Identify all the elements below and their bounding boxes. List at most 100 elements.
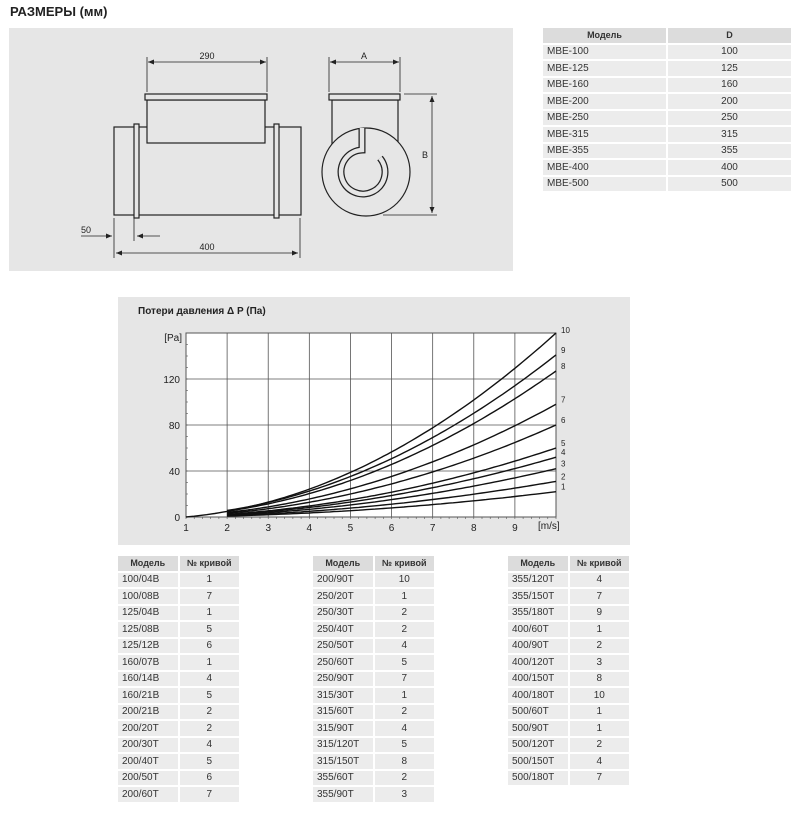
table-cell: 7 bbox=[569, 589, 629, 604]
column-header: Модель bbox=[508, 556, 568, 571]
table-cell: 3 bbox=[374, 787, 434, 802]
table-row: 160/21B 5 bbox=[118, 688, 239, 703]
table-row: 200/21B 2 bbox=[118, 704, 239, 719]
x-tick-label: 5 bbox=[348, 523, 354, 534]
table-row: 500/60T 1 bbox=[508, 704, 629, 719]
table-cell: 250 bbox=[668, 110, 791, 125]
table-cell: 4 bbox=[374, 721, 434, 736]
table-row: 355/180T 9 bbox=[508, 605, 629, 620]
table-cell: 355/180T bbox=[508, 605, 568, 620]
table-header: Модель № кривой bbox=[118, 556, 239, 571]
table-row: 400/120T 3 bbox=[508, 655, 629, 670]
table-cell: MBE-160 bbox=[543, 77, 666, 92]
curve-2 bbox=[227, 480, 557, 517]
table-row: 500/150T 4 bbox=[508, 754, 629, 769]
curve-3 bbox=[227, 468, 557, 516]
dim-400-label: 400 bbox=[199, 242, 214, 252]
table-cell: 500/120T bbox=[508, 737, 568, 752]
table-cell: 160 bbox=[668, 77, 791, 92]
table-cell: 1 bbox=[569, 721, 629, 736]
curve-label: 1 bbox=[561, 483, 566, 492]
table-row: 160/07B 1 bbox=[118, 655, 239, 670]
table-row: 160/14B 4 bbox=[118, 671, 239, 686]
table-cell: MBE-125 bbox=[543, 61, 666, 76]
column-header: № кривой bbox=[569, 556, 629, 571]
column-header: Модель bbox=[313, 556, 373, 571]
table-cell: 400/120T bbox=[508, 655, 568, 670]
table-row: 315/90T 4 bbox=[313, 721, 434, 736]
column-header: № кривой bbox=[179, 556, 239, 571]
table-row: 200/40T 5 bbox=[118, 754, 239, 769]
table-row: 125/04B 1 bbox=[118, 605, 239, 620]
table-cell: 100/08B bbox=[118, 589, 178, 604]
curve-label: 2 bbox=[561, 472, 566, 481]
table-cell: 7 bbox=[179, 787, 239, 802]
table-cell: 100/04B bbox=[118, 572, 178, 587]
x-tick-label: 2 bbox=[224, 523, 230, 534]
table-cell: 400/60T bbox=[508, 622, 568, 637]
table-cell: 6 bbox=[179, 770, 239, 785]
table-cell: 100 bbox=[668, 44, 791, 59]
table-cell: 355/60T bbox=[313, 770, 373, 785]
table-cell: 4 bbox=[179, 671, 239, 686]
table-cell: 200/20T bbox=[118, 721, 178, 736]
table-cell: 250/90T bbox=[313, 671, 373, 686]
table-cell: 500/150T bbox=[508, 754, 568, 769]
table-row: MBE-400 400 bbox=[543, 160, 791, 175]
table-header: Модель D bbox=[543, 28, 791, 43]
curve-label: 5 bbox=[561, 439, 566, 448]
table-cell: 5 bbox=[179, 622, 239, 637]
table-row: 355/90T 3 bbox=[313, 787, 434, 802]
curve-table-1: Модель № кривой 100/04B 1 100/08B 7 125/04B 1 12… bbox=[116, 554, 241, 804]
x-tick-label: 7 bbox=[430, 523, 436, 534]
table-cell: 8 bbox=[374, 754, 434, 769]
table-cell: 500/60T bbox=[508, 704, 568, 719]
y-tick-label: 80 bbox=[169, 421, 181, 432]
dimensions-table: Модель D MBE-100 100 MBE-125 125 MBE-160 160 MBE… bbox=[541, 26, 793, 193]
table-cell: 2 bbox=[569, 638, 629, 653]
table-cell: 500 bbox=[668, 176, 791, 191]
table-row: 200/60T 7 bbox=[118, 787, 239, 802]
curve-label: 6 bbox=[561, 416, 566, 425]
table-cell: 500/180T bbox=[508, 770, 568, 785]
table-row: MBE-125 125 bbox=[543, 61, 791, 76]
dim-290-label: 290 bbox=[199, 51, 214, 61]
x-axis-label: [m/s] bbox=[538, 521, 560, 532]
table-cell: 160/21B bbox=[118, 688, 178, 703]
table-cell: 4 bbox=[374, 638, 434, 653]
table-cell: 2 bbox=[569, 737, 629, 752]
table-row: MBE-160 160 bbox=[543, 77, 791, 92]
y-tick-label: 40 bbox=[169, 467, 181, 478]
table-row: 355/150T 7 bbox=[508, 589, 629, 604]
table-cell: 200/21B bbox=[118, 704, 178, 719]
column-header: № кривой bbox=[374, 556, 434, 571]
table-cell: 200/40T bbox=[118, 754, 178, 769]
table-cell: 250/20T bbox=[313, 589, 373, 604]
table-cell: 9 bbox=[569, 605, 629, 620]
dim-b-label: B bbox=[422, 150, 428, 160]
table-row: 250/60T 5 bbox=[313, 655, 434, 670]
column-header: D bbox=[668, 28, 791, 43]
table-row: 355/60T 2 bbox=[313, 770, 434, 785]
curve-label: 9 bbox=[561, 346, 566, 355]
table-cell: MBE-500 bbox=[543, 176, 666, 191]
column-header: Модель bbox=[118, 556, 178, 571]
table-cell: 160/14B bbox=[118, 671, 178, 686]
table-row: 400/180T 10 bbox=[508, 688, 629, 703]
table-cell: 4 bbox=[179, 737, 239, 752]
curve-table-2: Модель № кривой 200/90T 10 250/20T 1 250/30T 2 2… bbox=[311, 554, 436, 804]
table-cell: MBE-250 bbox=[543, 110, 666, 125]
table-row: 400/90T 2 bbox=[508, 638, 629, 653]
table-cell: 5 bbox=[179, 688, 239, 703]
curve-1 bbox=[227, 491, 557, 517]
side-view bbox=[113, 93, 302, 219]
table-cell: 7 bbox=[569, 770, 629, 785]
table-cell: 315 bbox=[668, 127, 791, 142]
x-tick-label: 8 bbox=[471, 523, 477, 534]
table-cell: 200/90T bbox=[313, 572, 373, 587]
curve-label: 10 bbox=[561, 326, 570, 335]
table-row: MBE-250 250 bbox=[543, 110, 791, 125]
y-tick-label: 120 bbox=[163, 375, 180, 386]
curve-label: 3 bbox=[561, 460, 566, 469]
table-cell: 200 bbox=[668, 94, 791, 109]
